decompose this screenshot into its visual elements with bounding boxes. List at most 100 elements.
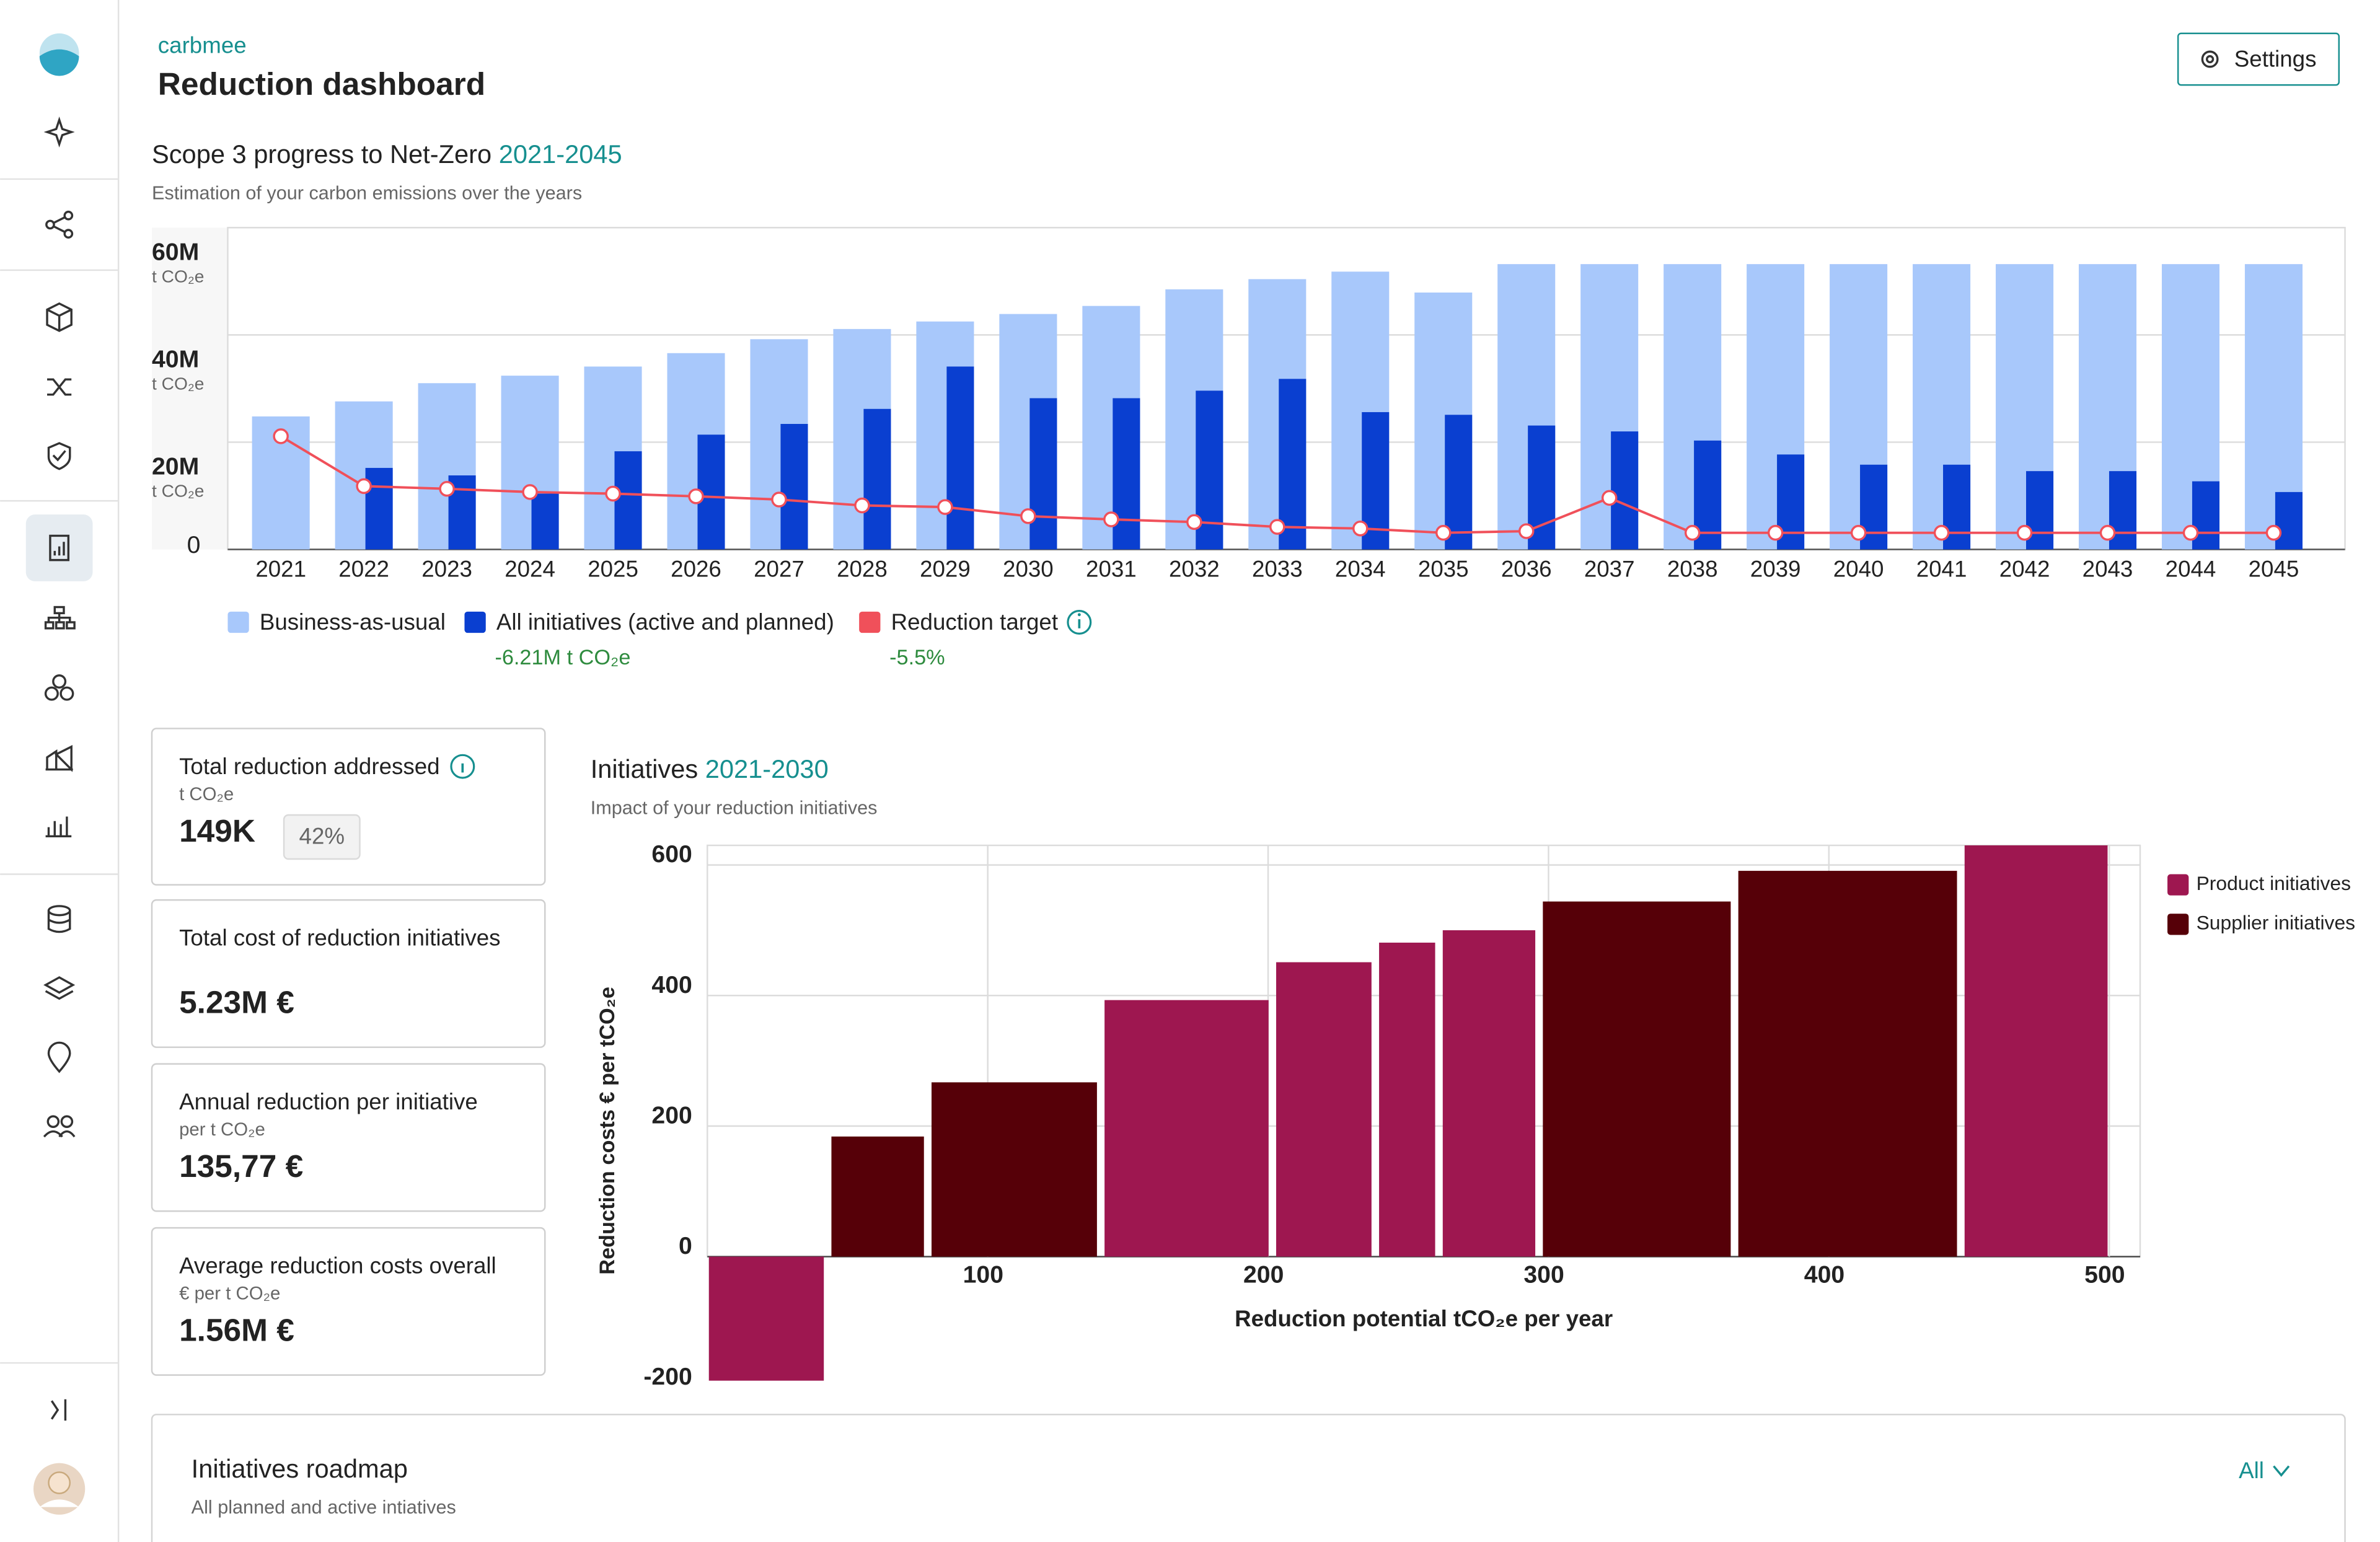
chart-title-highlight: 2021-2030 [705, 754, 829, 783]
nav-icons[interactable] [25, 117, 93, 1515]
kpi-value: 5.23M € [179, 984, 294, 1020]
kpi-value: 149K [179, 813, 255, 848]
bar [531, 493, 559, 550]
bar [1738, 871, 1957, 1257]
kpi-card [151, 1063, 546, 1212]
target-point [854, 497, 870, 514]
kpi-badge [283, 814, 361, 860]
info-icon [1067, 610, 1092, 635]
sidebar [0, 0, 119, 1542]
axis-label-bg [152, 227, 228, 550]
target-point [1767, 524, 1784, 541]
initiatives-chart: -200 0 200 400 600 100 200 300 400 500 Reduction p… [596, 841, 2355, 1390]
legend-swatch [859, 611, 881, 633]
x-tick-label: 2043 [2082, 556, 2133, 581]
x-tick-label: 2038 [1667, 556, 1718, 581]
logo [39, 33, 79, 76]
target-point [2016, 524, 2033, 541]
y-tick-label: 400 [651, 972, 692, 998]
x-tick-label: 2023 [421, 556, 472, 581]
x-tick-label: 2035 [1418, 556, 1469, 581]
bar [1104, 1000, 1269, 1257]
roadmap-card: Initiatives roadmap All planned and acti… [151, 1414, 2346, 1542]
legend-swatch [2167, 914, 2189, 935]
chart-title-text: Initiatives [591, 754, 698, 783]
legend-label: All initiatives (active and planned) [496, 609, 834, 635]
x-tick-label: 2039 [1750, 556, 1801, 581]
bar [365, 467, 393, 550]
chart-title: Scope 3 progress to Net-Zero 2021-2045 [152, 139, 622, 169]
bar [1113, 398, 1140, 550]
x-tick-label: 300 [1523, 1262, 1564, 1289]
target-point [605, 485, 621, 502]
chart-title: Initiatives 2021-2030 [591, 754, 829, 783]
chart-title-text: Scope 3 progress to Net-Zero [152, 139, 491, 169]
y-tick-unit: t CO₂e [152, 374, 204, 394]
bar [614, 451, 642, 550]
sidebar-separators [0, 178, 119, 1364]
target-point [1352, 520, 1368, 537]
target-point [2099, 524, 2116, 541]
bar [708, 1256, 824, 1381]
info-icon [450, 754, 475, 779]
x-tick-label: 100 [963, 1262, 1003, 1289]
bar [2192, 481, 2220, 550]
legend-swatch [2167, 874, 2189, 896]
x-tick-label: 2030 [1003, 556, 1054, 581]
target-point [2182, 524, 2199, 541]
x-tick-label: 2036 [1501, 556, 1552, 581]
target-point [1684, 524, 1701, 541]
target-point [1103, 511, 1119, 527]
target-point [937, 499, 953, 515]
bar [863, 408, 891, 550]
legend-label: Reduction target [891, 609, 1058, 635]
kpi-card [151, 1227, 546, 1376]
kpi-title: Average reduction costs overall [179, 1253, 496, 1278]
target-point [1850, 524, 1867, 541]
x-tick-label: 2037 [1584, 556, 1635, 581]
x-tick-label: 2041 [1916, 556, 1967, 581]
target-point [1186, 514, 1202, 531]
target-point [1933, 524, 1950, 541]
bar [1276, 962, 1372, 1257]
x-tick-label: 2021 [255, 556, 306, 581]
y-tick-label: 0 [187, 532, 201, 558]
chart-title-highlight: 2021-2045 [499, 139, 622, 169]
x-tick-label: 2027 [754, 556, 804, 581]
target-point [356, 478, 372, 495]
bar [780, 424, 808, 550]
kpi-title: Annual reduction per initiative [179, 1089, 478, 1114]
target-point [522, 484, 538, 500]
settings-button[interactable]: Settings [2177, 32, 2340, 86]
legend-label: Product initiatives [2197, 872, 2351, 894]
roadmap-filter[interactable]: All [2239, 1458, 2264, 1483]
y-tick-label: 40M [152, 346, 199, 372]
filter-chevron[interactable] [2273, 1465, 2290, 1477]
y-tick-label: 20M [152, 453, 199, 480]
kpi-card [151, 728, 546, 886]
x-tick-label: 2029 [920, 556, 971, 581]
x-tick-label: 2025 [588, 556, 638, 581]
x-tick-label: 2034 [1335, 556, 1386, 581]
x-tick-label: 2022 [338, 556, 389, 581]
kpi-card [151, 899, 546, 1048]
x-tick-label: 2044 [2166, 556, 2216, 581]
chart-subtitle: Impact of your reduction initiatives [591, 797, 878, 818]
bar [2275, 491, 2303, 550]
x-tick-label: 2024 [505, 556, 555, 581]
x-tick-label: 400 [1804, 1262, 1844, 1289]
target-point [439, 480, 455, 497]
y-tick-unit: t CO₂e [152, 267, 204, 286]
kpi-value: 1.56M € [179, 1312, 294, 1348]
legend-note: -5.5% [889, 646, 945, 669]
target-point [1518, 523, 1535, 539]
x-tick-label: 2028 [837, 556, 888, 581]
settings-label[interactable]: Settings [2234, 46, 2317, 72]
bar [1611, 431, 1639, 550]
legend-swatch [227, 611, 249, 633]
kpi-value: 135,77 € [179, 1148, 303, 1184]
kpi-title: Total reduction addressed [179, 754, 440, 779]
y-tick-label: 60M [152, 239, 199, 265]
kpi-unit: € per t CO₂e [179, 1284, 280, 1304]
